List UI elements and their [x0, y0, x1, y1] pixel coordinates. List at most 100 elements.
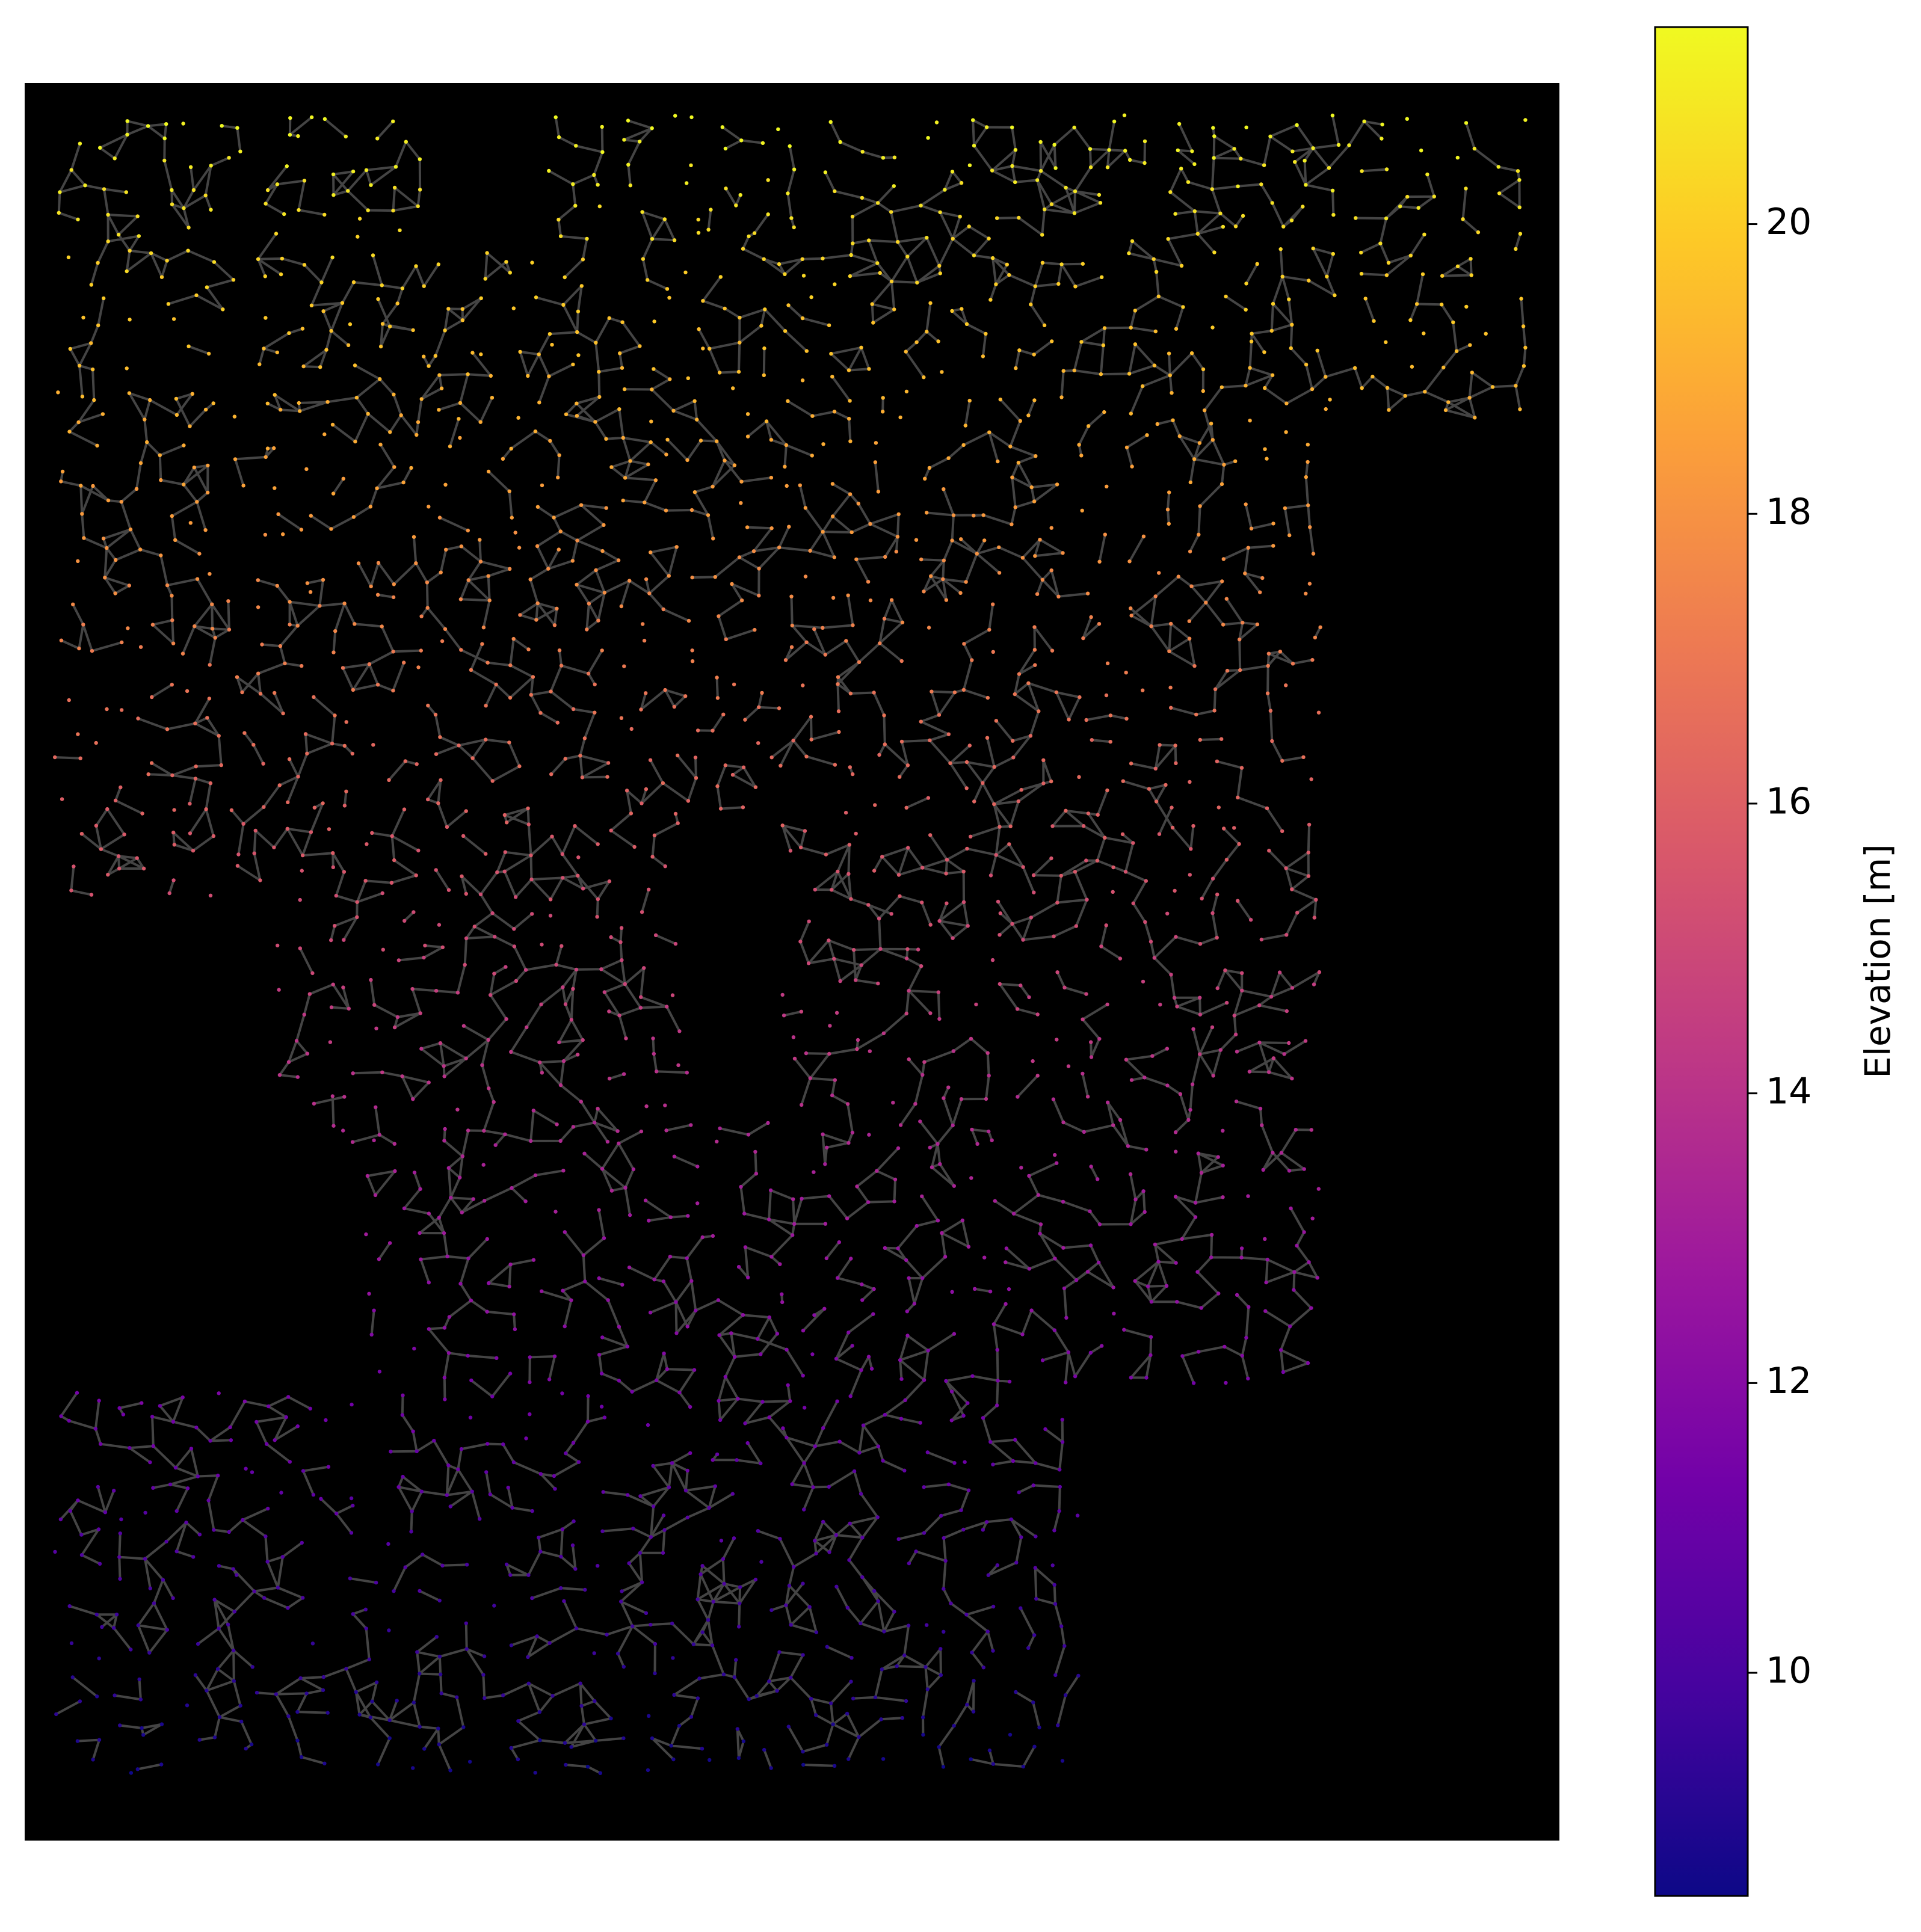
node: [581, 1253, 585, 1258]
node: [309, 514, 313, 518]
node: [914, 1549, 918, 1554]
node: [118, 1577, 122, 1581]
node: [872, 869, 877, 873]
node: [1241, 214, 1245, 218]
node: [892, 1199, 896, 1204]
node: [194, 764, 198, 769]
node: [1221, 557, 1226, 561]
node: [1232, 147, 1236, 151]
node: [821, 256, 825, 260]
node: [663, 688, 667, 692]
node: [652, 367, 656, 371]
node: [277, 988, 281, 992]
node: [925, 1687, 930, 1691]
node: [1192, 664, 1197, 668]
node: [502, 813, 507, 817]
node: [396, 1485, 401, 1489]
node: [806, 961, 811, 965]
node: [203, 528, 208, 532]
node: [1210, 187, 1215, 191]
node: [1026, 1646, 1031, 1650]
node: [942, 487, 946, 491]
node: [492, 1100, 496, 1104]
node: [1101, 343, 1106, 348]
node: [653, 478, 658, 482]
node: [846, 1331, 851, 1335]
node: [848, 691, 853, 696]
node: [192, 466, 196, 470]
node: [1019, 787, 1023, 792]
node: [377, 1257, 381, 1261]
node: [279, 408, 283, 412]
node: [493, 935, 497, 939]
node: [286, 1714, 291, 1718]
node: [672, 1154, 677, 1158]
node: [373, 1193, 378, 1198]
node: [503, 1132, 507, 1137]
node: [464, 1621, 468, 1625]
node: [1422, 232, 1426, 236]
node: [971, 118, 975, 122]
node: [170, 202, 174, 206]
node: [526, 374, 530, 378]
node: [561, 1059, 566, 1063]
node: [721, 712, 726, 717]
node: [747, 234, 751, 239]
node: [789, 594, 794, 598]
node: [889, 279, 894, 284]
node: [1514, 247, 1518, 251]
node: [695, 1201, 700, 1205]
node: [925, 236, 929, 240]
node: [575, 582, 579, 587]
node: [400, 1413, 404, 1417]
node: [1010, 921, 1014, 926]
node: [1014, 366, 1018, 371]
node: [1032, 1744, 1037, 1749]
node: [95, 1694, 99, 1699]
node: [759, 1352, 763, 1356]
node: [1484, 331, 1488, 336]
node: [642, 966, 646, 970]
node: [182, 206, 186, 211]
node: [942, 1629, 946, 1634]
node: [100, 1625, 104, 1629]
node: [227, 1530, 231, 1534]
node: [530, 912, 534, 916]
node: [1266, 663, 1270, 668]
node: [386, 1542, 390, 1546]
node: [197, 1738, 202, 1742]
node: [1440, 274, 1445, 278]
node: [537, 401, 541, 405]
node: [801, 1653, 805, 1657]
node: [872, 1589, 877, 1593]
node: [272, 446, 276, 451]
node: [1306, 874, 1311, 878]
node: [1120, 832, 1125, 837]
node: [560, 944, 564, 949]
node: [1248, 419, 1252, 423]
node: [189, 1447, 194, 1451]
node: [415, 1650, 419, 1654]
node: [1052, 1528, 1056, 1533]
node: [426, 703, 430, 708]
node: [937, 713, 942, 717]
node: [351, 1503, 355, 1508]
node: [391, 595, 396, 600]
node: [1302, 1167, 1306, 1171]
node: [442, 1376, 446, 1380]
node: [295, 1738, 300, 1743]
node: [1173, 743, 1177, 748]
node: [1165, 507, 1170, 512]
node: [1096, 813, 1100, 817]
node: [1017, 672, 1022, 676]
node: [982, 538, 987, 543]
node: [191, 188, 196, 192]
node: [295, 624, 300, 628]
node: [470, 351, 475, 355]
node: [1423, 390, 1427, 394]
node: [1212, 156, 1216, 160]
node: [618, 351, 622, 355]
node: [526, 1655, 530, 1660]
node: [972, 1679, 976, 1683]
node: [1089, 1055, 1094, 1059]
